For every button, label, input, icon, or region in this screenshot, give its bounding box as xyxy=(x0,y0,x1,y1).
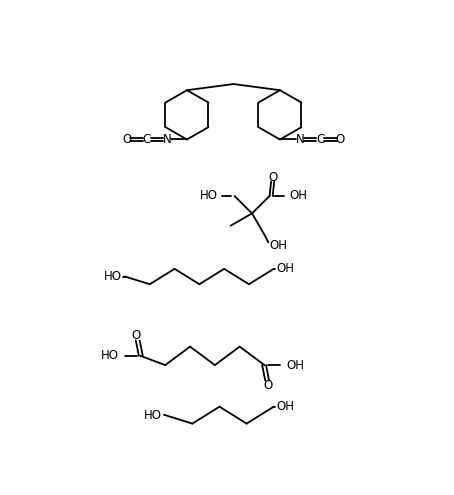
Text: C: C xyxy=(316,133,324,146)
Text: O: O xyxy=(263,379,272,392)
Text: HO: HO xyxy=(101,349,119,362)
Text: HO: HO xyxy=(144,409,162,422)
Text: O: O xyxy=(122,133,131,146)
Text: OH: OH xyxy=(277,262,295,275)
Text: C: C xyxy=(143,133,151,146)
Text: HO: HO xyxy=(104,270,122,283)
Text: O: O xyxy=(336,133,345,146)
Text: OH: OH xyxy=(277,400,295,413)
Text: OH: OH xyxy=(269,239,287,252)
Text: HO: HO xyxy=(199,190,217,202)
Text: O: O xyxy=(131,329,140,343)
Text: N: N xyxy=(296,133,305,146)
Text: O: O xyxy=(269,171,278,184)
Text: N: N xyxy=(163,133,171,146)
Text: OH: OH xyxy=(286,358,304,372)
Text: OH: OH xyxy=(290,190,308,202)
